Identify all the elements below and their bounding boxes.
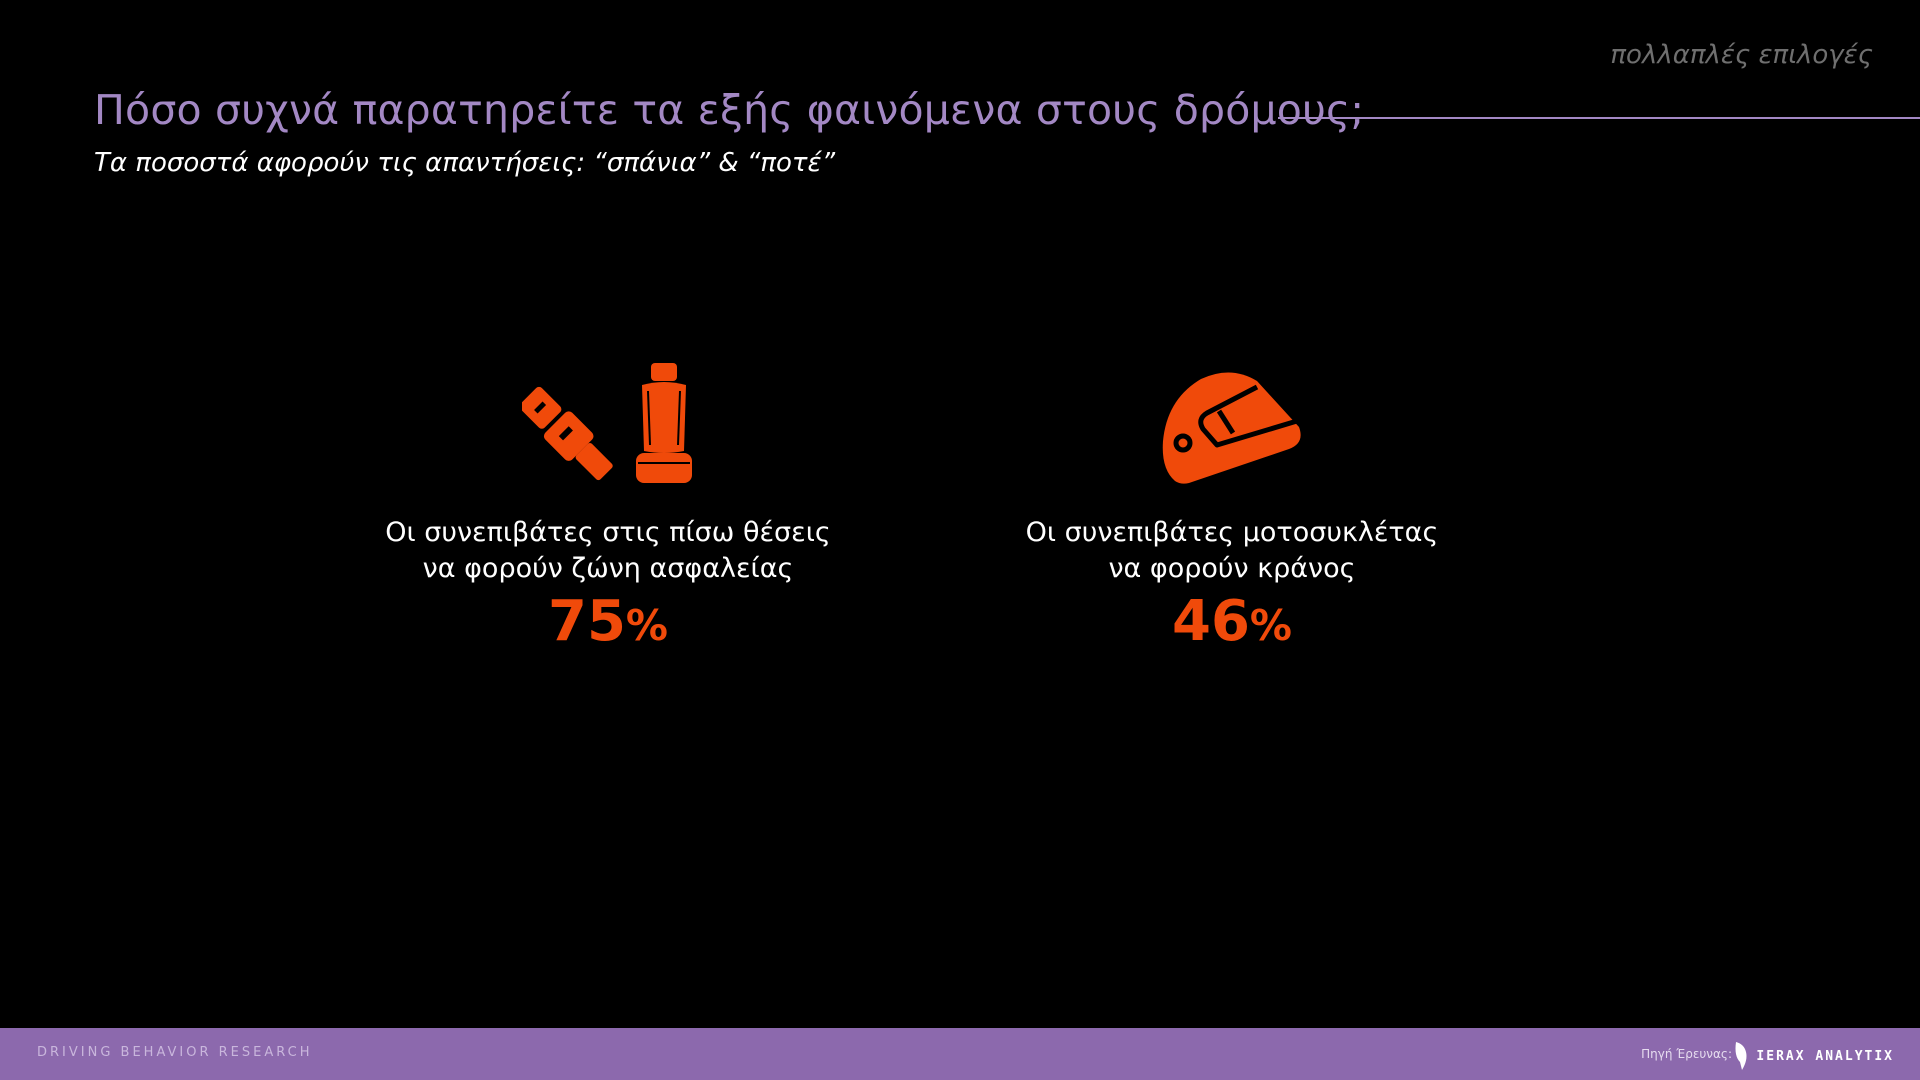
- hawk-icon: [1735, 1042, 1747, 1070]
- brand-name: IERAX ANALYTIX: [1756, 1048, 1894, 1064]
- footer-research-label: DRIVING BEHAVIOR RESEARCH: [37, 1045, 313, 1060]
- stat-label-line2: να φορούν ζώνη ασφαλείας: [422, 553, 794, 584]
- car-seat-icon: [636, 363, 692, 483]
- stat-number: 75: [547, 589, 626, 654]
- source-label: Πηγή Έρευνας:: [1641, 1047, 1732, 1061]
- stat-value: 75%: [348, 591, 868, 657]
- seatbelt-icon: [522, 386, 613, 481]
- stat-card-seatbelt: Οι συνεπιβάτες στις πίσω θέσεις να φορού…: [348, 360, 868, 657]
- stat-card-helmet: Οι συνεπιβάτες μοτοσυκλέτας να φορούν κρ…: [972, 360, 1492, 657]
- stat-label-line1: Οι συνεπιβάτες στις πίσω θέσεις: [385, 517, 831, 548]
- stat-value: 46%: [972, 591, 1492, 657]
- page-title: Πόσο συχνά παρατηρείτε τα εξής φαινόμενα…: [94, 86, 1365, 134]
- helmet-icon: [1162, 372, 1301, 484]
- page-subtitle: Τα ποσοστά αφορούν τις απαντήσεις: “σπάν…: [94, 148, 836, 178]
- title-divider: [1278, 117, 1920, 119]
- stat-label-line2: να φορούν κράνος: [1108, 553, 1356, 584]
- question-type-tag: πολλαπλές επιλογές: [1610, 40, 1873, 70]
- stat-label-line1: Οι συνεπιβάτες μοτοσυκλέτας: [1025, 517, 1439, 548]
- stat-unit: %: [1249, 601, 1293, 650]
- stat-unit: %: [625, 601, 669, 650]
- stat-number: 46: [1171, 589, 1250, 654]
- brand-logo: IERAX ANALYTIX: [1732, 1040, 1894, 1072]
- footer-bar: DRIVING BEHAVIOR RESEARCH Πηγή Έρευνας: …: [0, 1028, 1920, 1080]
